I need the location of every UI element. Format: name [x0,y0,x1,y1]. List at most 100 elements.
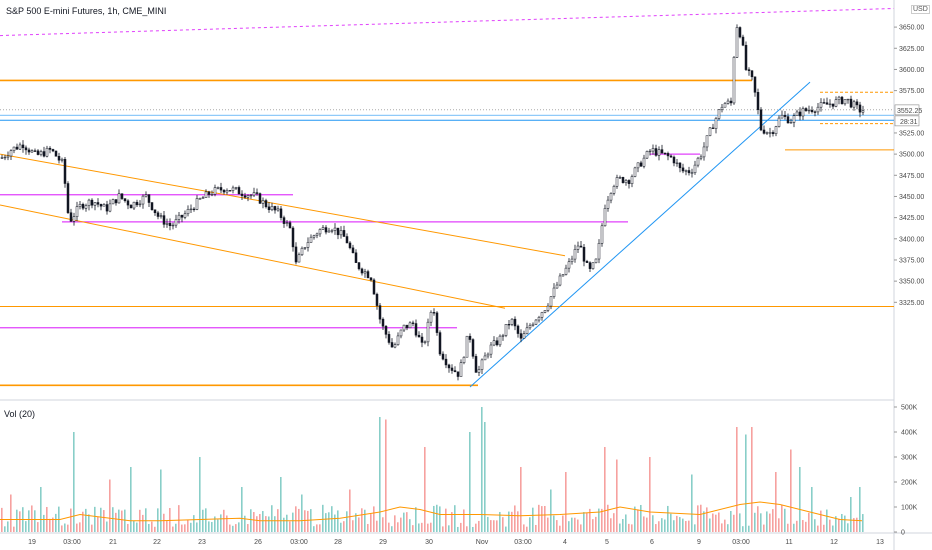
volume-bar [448,525,450,532]
volume-bar [7,521,9,532]
volume-bar [544,505,546,532]
candle-body [504,324,508,336]
candle-body [459,362,463,377]
candle-body [810,109,814,112]
volume-bar [163,513,165,532]
candle-body [669,155,673,158]
volume-bar [775,472,777,532]
price-tick-label: 3575.00 [899,88,924,95]
candle-body [786,116,790,124]
volume-bar [805,521,807,532]
volume-bar [235,524,237,532]
candle-body [90,199,94,206]
volume-bar [406,512,408,532]
candle-body [486,353,490,357]
time-tick-label: 9 [697,539,701,546]
candle-body [681,167,685,172]
volume-bar [646,517,648,532]
volume-tick-label: 300K [901,455,918,462]
candle-body [399,329,403,337]
candle-body [591,262,595,269]
candle-body [792,115,796,123]
volume-bar [688,520,690,532]
candle-body [45,147,49,157]
descending-channel-top[interactable] [0,153,566,257]
candle-body [327,230,331,233]
candle-body [495,340,499,346]
volume-bar [127,523,129,532]
volume-bar [493,520,495,532]
descending-channel-bottom[interactable] [0,204,506,309]
upper-channel-line[interactable] [0,7,895,37]
ascending-trendline[interactable] [469,81,811,388]
volume-bar [241,487,243,532]
candle-body [12,146,16,151]
volume-bar [553,515,555,532]
candle-body [546,305,550,311]
candle-body [507,324,511,326]
candle-body [153,209,157,214]
time-tick-label: 6 [650,539,654,546]
candle-body [396,335,400,345]
candle-body [594,258,598,264]
volume-bar [49,518,51,532]
volume-tick-label: 400K [901,430,918,437]
volume-bar [574,517,576,532]
volume-bar [586,513,588,532]
volume-bar [757,506,759,532]
volume-bar [838,518,840,532]
volume-bar [268,516,270,532]
volume-bar [622,519,624,532]
candle-body [330,230,334,232]
candle-body [300,247,304,256]
volume-bar [742,526,744,532]
volume-bar [547,517,549,532]
volume-bar [490,520,492,532]
volume-bar [19,511,21,532]
volume-bar [283,517,285,532]
volume-bar [118,509,120,532]
candle-body [561,274,565,277]
candle-body [735,27,739,58]
volume-bar [625,514,627,532]
volume-bar [631,524,633,532]
time-tick-label: 28 [334,539,342,546]
candle-body [720,106,724,110]
candle-body [483,355,487,361]
volume-bar [286,514,288,532]
candle-body [387,334,391,343]
candle-body [345,236,349,244]
candle-body [828,103,832,105]
volume-bar [382,517,384,532]
volume-bar [484,422,486,532]
candle-body [3,156,7,159]
candle-body [693,164,697,174]
candle-body [339,230,343,236]
candle-body [63,158,67,184]
volume-bar [415,507,417,532]
volume-bar [292,512,294,532]
volume-bar [187,519,189,532]
candle-body [372,279,376,295]
volume-bar [202,509,204,532]
volume-bar [769,513,771,532]
candle-body [498,335,502,346]
volume-bar [772,509,774,532]
candle-body [36,150,40,155]
volume-bar [82,511,84,532]
volume-bar [499,511,501,532]
volume-bar [847,523,849,532]
candle-body [729,100,733,104]
volume-bar [340,522,342,532]
volume-bar [478,520,480,532]
candle-body [510,318,514,325]
candle-body [348,242,352,249]
price-tick-label: 3425.00 [899,215,924,222]
volume-bar [394,515,396,532]
candle-body [210,193,214,196]
candle-body [381,318,385,327]
volume-bar [322,504,324,532]
candle-body [123,198,127,202]
candle-body [657,149,661,156]
